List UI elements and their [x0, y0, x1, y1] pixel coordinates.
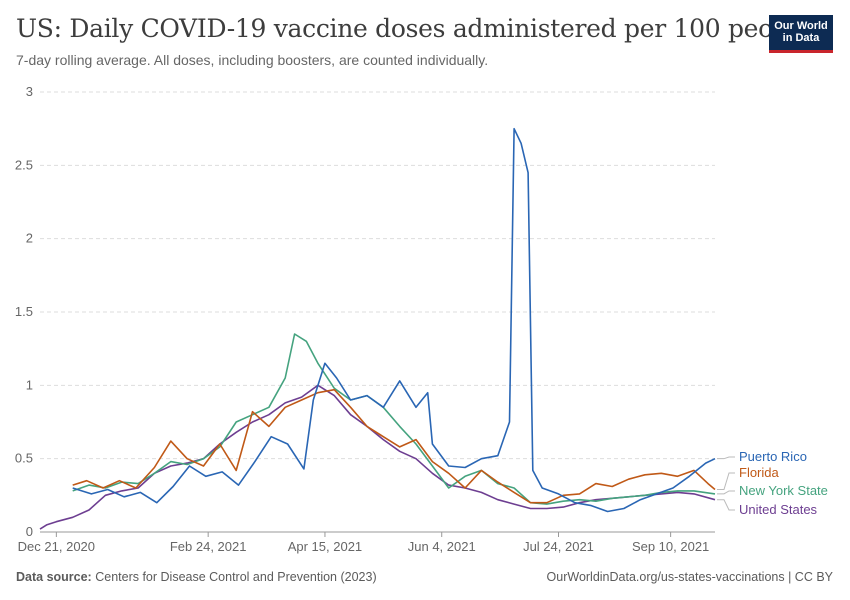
- legend-connector: [717, 499, 735, 511]
- logo-line-1: Our World: [774, 20, 828, 32]
- chart-subtitle: 7-day rolling average. All doses, includ…: [16, 52, 489, 68]
- data-source-text: Centers for Disease Control and Preventi…: [95, 570, 377, 584]
- legend-connector: [717, 490, 735, 495]
- y-tick-label: 0.5: [15, 451, 33, 466]
- series-line-florida: [72, 388, 716, 504]
- y-tick-label: 1.5: [15, 304, 33, 319]
- logo-line-2: in Data: [782, 32, 820, 44]
- y-tick-label: 0: [26, 524, 33, 539]
- legend-connector: [717, 456, 735, 460]
- y-tick-label: 3: [26, 84, 33, 99]
- y-tick-label: 1: [26, 377, 33, 392]
- legend-label: New York State: [739, 483, 828, 498]
- x-tick-label: Jul 24, 2021: [523, 539, 594, 554]
- series-line-united-states: [39, 384, 716, 530]
- data-source: Data source: Centers for Disease Control…: [16, 570, 377, 584]
- series-line-new-york-state: [72, 333, 716, 505]
- y-tick-label: 2.5: [15, 157, 33, 172]
- legend-connector: [717, 472, 735, 490]
- x-tick-label: Dec 21, 2020: [18, 539, 95, 554]
- legend-label: Puerto Rico: [739, 449, 807, 464]
- data-source-label: Data source:: [16, 570, 92, 584]
- legend-label: Florida: [739, 465, 780, 480]
- legend-label: United States: [739, 502, 818, 517]
- chart-title: US: Daily COVID-19 vaccine doses adminis…: [16, 14, 811, 43]
- x-tick-label: Feb 24, 2021: [170, 539, 247, 554]
- x-tick-label: Jun 4, 2021: [408, 539, 476, 554]
- source-url[interactable]: OurWorldinData.org/us-states-vaccination…: [546, 570, 833, 584]
- x-tick-label: Apr 15, 2021: [288, 539, 362, 554]
- x-tick-label: Sep 10, 2021: [632, 539, 709, 554]
- y-tick-label: 2: [26, 231, 33, 246]
- owid-logo[interactable]: Our World in Data: [769, 15, 833, 53]
- series-line-puerto-rico: [72, 127, 716, 513]
